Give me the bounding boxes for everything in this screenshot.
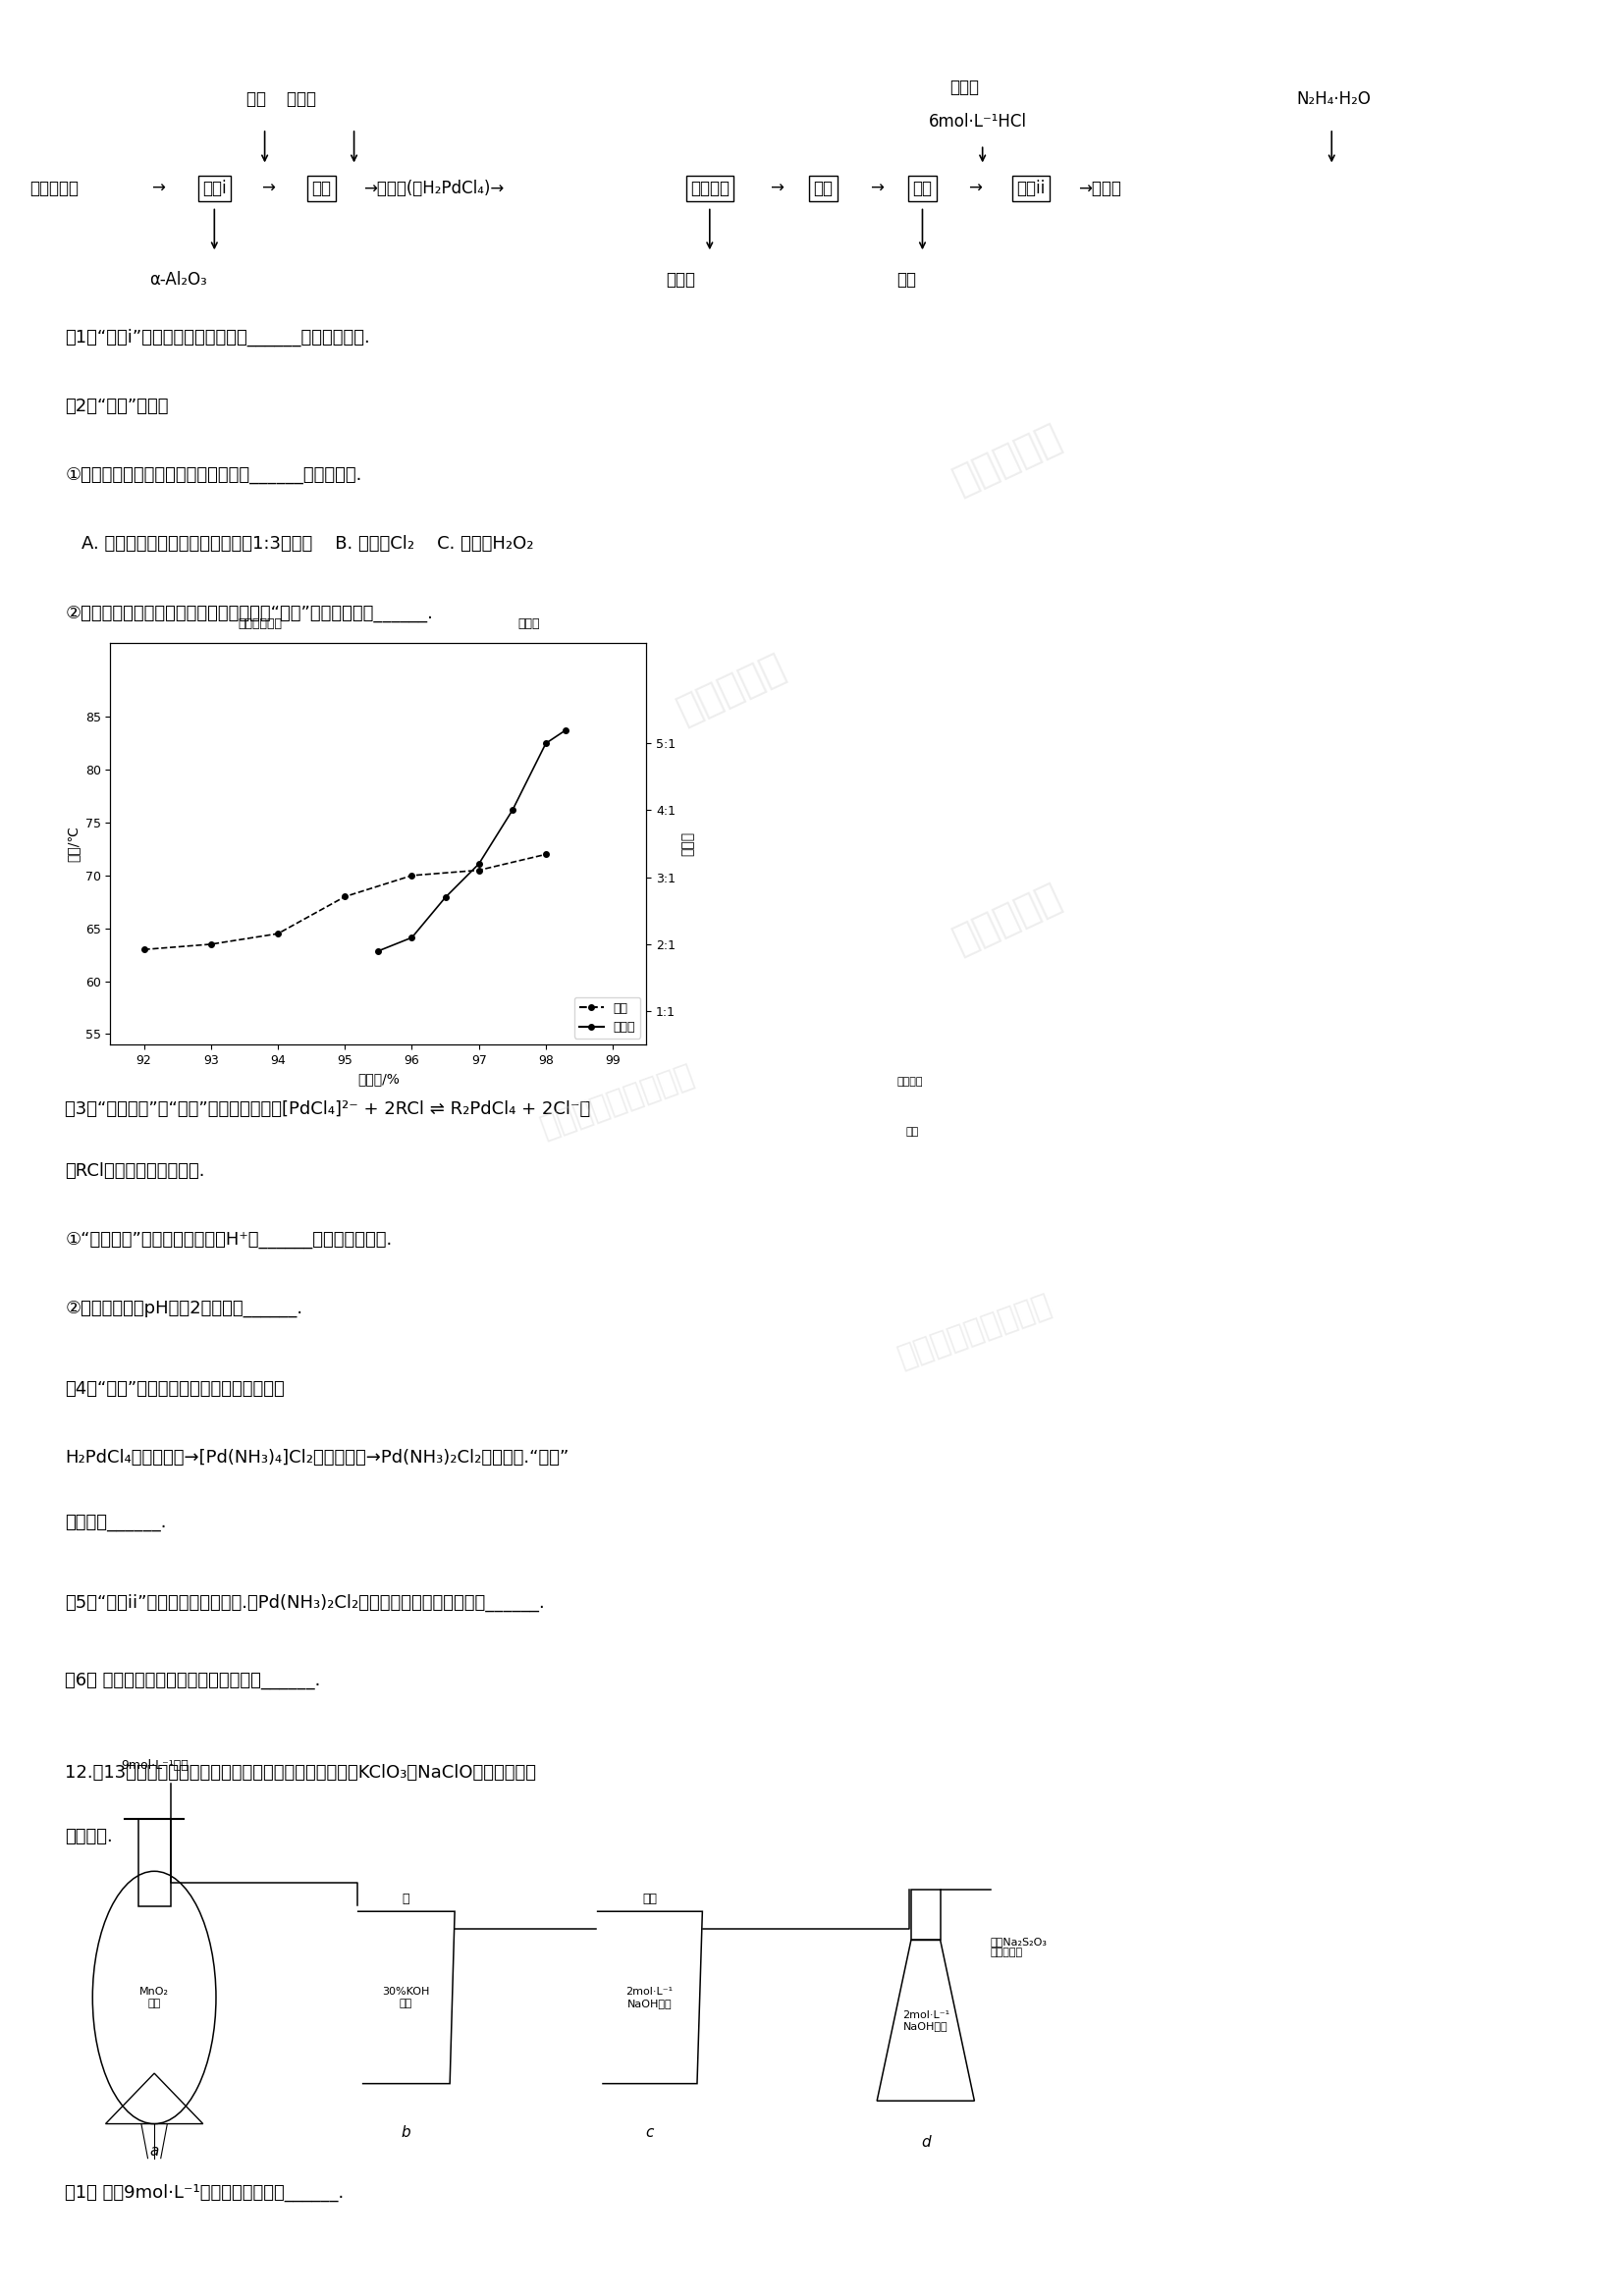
Text: 9mol·L⁻¹盐酸: 9mol·L⁻¹盐酸 [120, 1759, 188, 1773]
Text: 还原性质.: 还原性质. [65, 1828, 112, 1846]
温度 [403, 861, 422, 889]
Text: 洗脱: 洗脱 [906, 1127, 919, 1137]
Text: N₂H₄·H₂O: N₂H₄·H₂O [1296, 90, 1371, 108]
Text: （4）“沉钯”过程钯元素主要发生如下转化：: （4）“沉钯”过程钯元素主要发生如下转化： [65, 1380, 284, 1398]
固液比 [403, 923, 422, 951]
Text: 废钯催化剂: 废钯催化剂 [29, 179, 78, 197]
固液比 [555, 716, 575, 744]
Text: c: c [645, 2126, 654, 2140]
Text: ②淋洗液需保持pH小于2的原因是______.: ②淋洗液需保持pH小于2的原因是______. [65, 1300, 302, 1318]
固液比 [536, 730, 555, 758]
X-axis label: 浸取率/%: 浸取率/% [357, 1072, 400, 1086]
Text: 浸取条件探索: 浸取条件探索 [239, 618, 283, 629]
Text: 一刻钟教辅最新资料: 一刻钟教辅最新资料 [536, 1061, 698, 1143]
Text: MnO₂
粉末: MnO₂ 粉末 [140, 1986, 169, 2009]
Text: 水: 水 [403, 1892, 409, 1906]
Text: →: → [151, 179, 164, 197]
温度 [135, 937, 154, 964]
固液比 [435, 884, 455, 912]
Text: （5）“还原ii”中产生无毒无害气体.由Pd(NH₃)₂Cl₂生成海绵钯的化学方程式为______.: （5）“还原ii”中产生无毒无害气体.由Pd(NH₃)₂Cl₂生成海绵钯的化学方… [65, 1593, 544, 1612]
固液比 [469, 850, 489, 877]
Text: （1）“还原i”加入甲酸的目的是还原______（填化学式）.: （1）“还原i”加入甲酸的目的是还原______（填化学式）. [65, 328, 370, 347]
Text: →浸出液(含H₂PdCl₄)→: →浸出液(含H₂PdCl₄)→ [364, 179, 505, 197]
Text: 创新题库小程序: 创新题库小程序 [429, 840, 546, 905]
Text: a: a [149, 2144, 159, 2158]
Text: 6mol·L⁻¹HCl: 6mol·L⁻¹HCl [929, 113, 1026, 131]
Legend: 温度, 固液比: 温度, 固液比 [573, 996, 640, 1038]
固液比 [502, 797, 521, 824]
Text: A. 王水（浓硝酸和浓盐酸按体积比1:3混合）    B. 盐酸和Cl₂    C. 盐酸和H₂O₂: A. 王水（浓硝酸和浓盐酸按体积比1:3混合） B. 盐酸和Cl₂ C. 盐酸和… [81, 535, 533, 553]
Text: 高考早知道: 高考早知道 [671, 647, 791, 730]
Text: 离子交换: 离子交换 [690, 179, 729, 197]
Text: b: b [401, 2126, 411, 2140]
Text: ②温度、固液比对浸取率的影响如下图，则“酸浸”的最佳条件为______.: ②温度、固液比对浸取率的影响如下图，则“酸浸”的最佳条件为______. [65, 604, 434, 622]
Text: 高考早知道: 高考早知道 [947, 418, 1067, 501]
Text: →: → [968, 179, 981, 197]
Text: H₂PdCl₄（稀溶液）→[Pd(NH₃)₄]Cl₂（稀溶液）→Pd(NH₃)₂Cl₂（沉淀）.“沉钯”: H₂PdCl₄（稀溶液）→[Pd(NH₃)₄]Cl₂（稀溶液）→Pd(NH₃)₂… [65, 1449, 568, 1467]
Y-axis label: 温度/℃: 温度/℃ [67, 827, 80, 861]
Text: ①“离子交换”流出液中阴离子有H⁺、______（填离子符号）.: ①“离子交换”流出液中阴离子有H⁺、______（填离子符号）. [65, 1231, 391, 1249]
Line: 温度: 温度 [141, 852, 549, 953]
Text: 的目的是______.: 的目的是______. [65, 1513, 167, 1531]
固液比 [369, 937, 388, 964]
Text: 12.（13分）实验室中利用下图装置（部分装置省略）制备KClO₃和NaClO，探究其氧化: 12.（13分）实验室中利用下图装置（部分装置省略）制备KClO₃和NaClO，… [65, 1763, 536, 1782]
温度 [536, 840, 555, 868]
Text: 还原i: 还原i [203, 179, 226, 197]
温度 [335, 884, 354, 912]
Text: →: → [261, 179, 274, 197]
Text: ①从绿色化学要求出发，酸浸液应选择______（填标号）.: ①从绿色化学要求出发，酸浸液应选择______（填标号）. [65, 466, 362, 484]
Text: 甲酸    酸浸液: 甲酸 酸浸液 [247, 90, 317, 108]
Text: 离子交换: 离子交换 [896, 1077, 922, 1086]
Text: 2mol·L⁻¹
NaOH溶液: 2mol·L⁻¹ NaOH溶液 [901, 2009, 950, 2032]
温度 [201, 930, 221, 957]
Text: （2）“酸浸”过程：: （2）“酸浸”过程： [65, 397, 169, 416]
Text: 流出液: 流出液 [666, 271, 695, 289]
Text: （RCl为阴离子交换树脂）.: （RCl为阴离子交换树脂）. [65, 1162, 205, 1180]
Text: （1） 盛放9mol·L⁻¹盐酸的仪器名称是______.: （1） 盛放9mol·L⁻¹盐酸的仪器名称是______. [65, 2183, 344, 2202]
Text: 淋洗液: 淋洗液 [950, 78, 979, 96]
Text: 沉钯: 沉钯 [913, 179, 932, 197]
Text: 沾有Na₂S₂O₃
溶液的棉花: 沾有Na₂S₂O₃ 溶液的棉花 [991, 1936, 1047, 1958]
Text: 30%KOH
溶液: 30%KOH 溶液 [382, 1986, 430, 2009]
Text: 还原ii: 还原ii [1017, 179, 1046, 197]
Text: d: d [921, 2135, 931, 2149]
Text: →: → [770, 179, 783, 197]
Text: 冰水: 冰水 [641, 1892, 658, 1906]
Text: 2mol·L⁻¹
NaOH溶液: 2mol·L⁻¹ NaOH溶液 [625, 1986, 674, 2009]
Text: 高考早知道: 高考早知道 [947, 877, 1067, 960]
温度 [469, 856, 489, 884]
Text: α-Al₂O₃: α-Al₂O₃ [149, 271, 208, 289]
Text: 固液比: 固液比 [518, 618, 539, 629]
Text: →: → [870, 179, 883, 197]
温度 [268, 921, 287, 948]
Text: 酸浸: 酸浸 [312, 179, 331, 197]
Line: 固液比: 固液比 [375, 728, 568, 953]
Text: （6） 该工艺流程中可循环利用的物质有______.: （6） 该工艺流程中可循环利用的物质有______. [65, 1671, 320, 1690]
Text: →海绵钯: →海绵钯 [1078, 179, 1122, 197]
Text: 一刻钟教辅最新资料: 一刻钟教辅最新资料 [893, 1290, 1056, 1373]
Text: 滤液: 滤液 [896, 271, 916, 289]
Y-axis label: 固液比: 固液比 [680, 831, 695, 856]
Text: 洗涤: 洗涤 [814, 179, 833, 197]
Text: （3）“离子交换”和“洗脱”可简单表示为：[PdCl₄]²⁻ + 2RCl ⇌ R₂PdCl₄ + 2Cl⁻，: （3）“离子交换”和“洗脱”可简单表示为：[PdCl₄]²⁻ + 2RCl ⇌ … [65, 1100, 591, 1118]
